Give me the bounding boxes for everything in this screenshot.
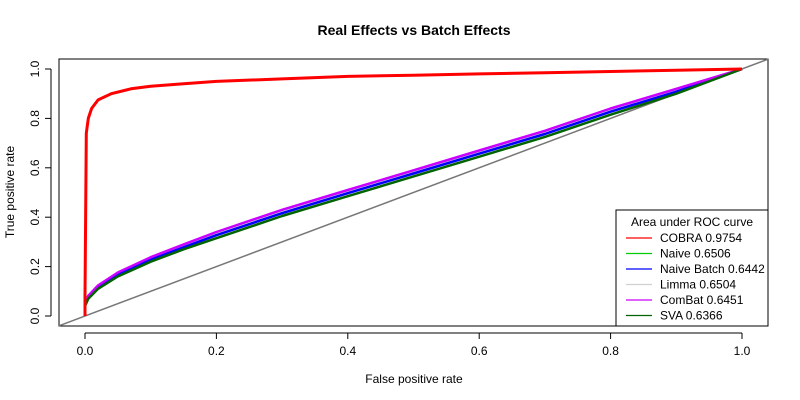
legend-entry: Naive 0.6506 (660, 247, 731, 261)
y-tick-label: 1.0 (28, 60, 42, 77)
y-tick-label: 0.8 (28, 110, 42, 127)
y-tick-label: 0.0 (28, 307, 42, 324)
series-line-4 (83, 67, 743, 316)
legend-entry: COBRA 0.9754 (660, 231, 742, 245)
x-tick-label: 0.8 (602, 344, 619, 358)
chart-title: Real Effects vs Batch Effects (318, 22, 511, 38)
series-lines (83, 67, 743, 316)
plot-frame (58, 58, 769, 327)
y-axis: 0.0 0.2 0.4 0.6 0.8 1.0 (28, 60, 52, 324)
legend-title: Area under ROC curve (631, 215, 753, 229)
legend-box (615, 209, 769, 327)
x-axis-label: False positive rate (365, 372, 463, 386)
legend-entry: SVA 0.6366 (660, 309, 723, 323)
x-tick-label: 0.0 (77, 344, 94, 358)
legend-entry: Naive Batch 0.6442 (660, 262, 765, 276)
legend-entry: ComBat 0.6451 (660, 293, 744, 307)
x-tick-label: 0.4 (339, 344, 356, 358)
y-tick-label: 0.6 (28, 159, 42, 176)
x-axis: 0.0 0.2 0.4 0.6 0.8 1.0 (77, 332, 751, 358)
y-tick-label: 0.2 (28, 258, 42, 275)
y-tick-label: 0.4 (28, 209, 42, 226)
plot-area (58, 58, 769, 327)
series-line-0 (83, 67, 743, 316)
diagonal-reference-line (58, 58, 769, 327)
series-line-5 (83, 67, 743, 316)
y-axis-label: True positive rate (3, 146, 17, 239)
legend: Area under ROC curve COBRA 0.9754 Naive 0… (615, 209, 769, 327)
x-tick-label: 1.0 (734, 344, 751, 358)
x-tick-label: 0.6 (471, 344, 488, 358)
x-tick-label: 0.2 (208, 344, 225, 358)
legend-entry: Limma 0.6504 (660, 278, 736, 292)
